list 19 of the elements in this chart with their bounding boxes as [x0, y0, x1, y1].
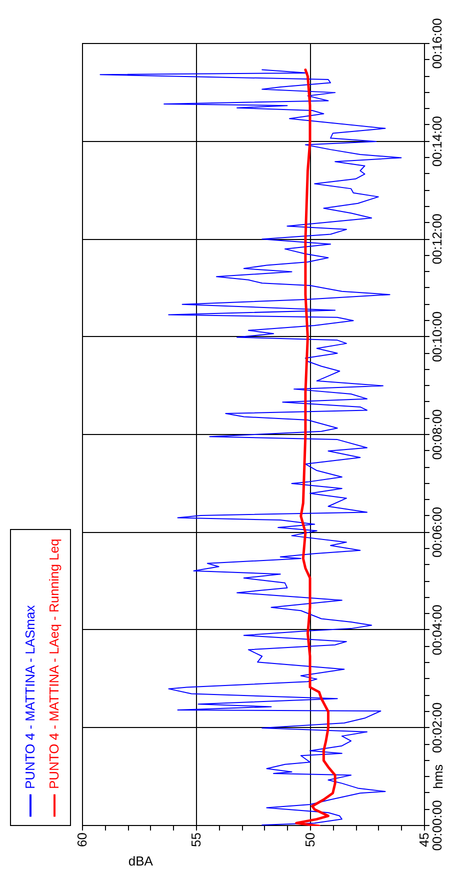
line-series	[100, 69, 402, 826]
y-tick-label: 00:02:00	[430, 702, 444, 754]
y-axis-title: hms	[430, 764, 446, 789]
y-tick-label: 00:00:00	[430, 800, 444, 851]
x-tick-label: 50	[302, 832, 318, 847]
y-tick-label: 00:12:00	[430, 214, 444, 264]
x-axis-title: dBA	[128, 854, 154, 868]
y-tick-label: 00:14:00	[430, 116, 444, 167]
x-tick-label: 60	[74, 832, 90, 847]
x-tick-label: 55	[188, 832, 204, 847]
y-tick-label: 00:04:00	[430, 604, 444, 656]
line-series	[295, 68, 336, 826]
y-tick-label: 00:06:00	[430, 506, 444, 558]
y-tick-label: 00:08:00	[430, 409, 444, 460]
x-tick-label: 45	[416, 832, 432, 847]
y-tick-label: 00:10:00	[430, 311, 444, 362]
y-tick-label: 00:16:00	[430, 18, 444, 69]
text: PUNTO 4 - MATTINA - LASmax	[22, 604, 38, 789]
text: PUNTO 4 - MATTINA - LAeq - Running Leq	[46, 538, 62, 789]
